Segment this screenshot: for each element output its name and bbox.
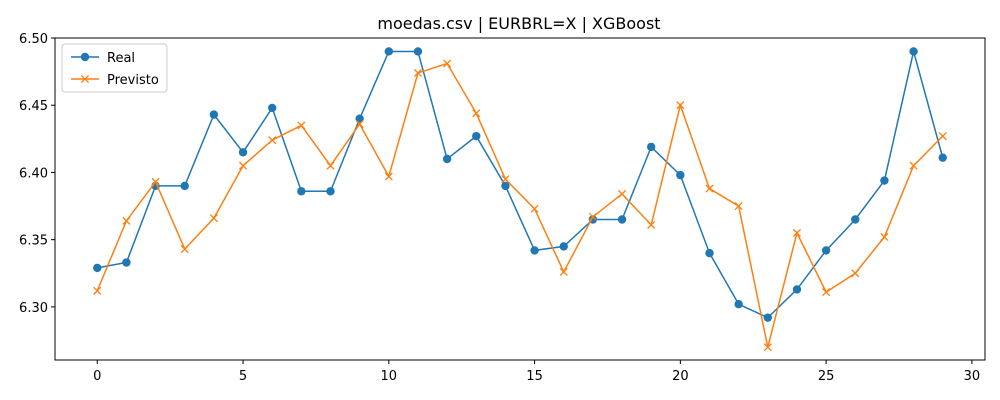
y-tick-label: 6.45 — [19, 99, 48, 114]
legend-marker-previsto — [80, 74, 90, 84]
data-point-real — [705, 248, 714, 258]
data-point-previsto — [647, 220, 656, 229]
data-point-real — [355, 114, 364, 123]
data-point-previsto — [297, 121, 306, 130]
data-point-real — [559, 242, 568, 251]
data-point-previsto — [180, 245, 189, 254]
data-point-real — [384, 47, 394, 56]
data-point-real — [909, 47, 918, 56]
data-point-previsto — [588, 212, 597, 221]
data-point-previsto — [209, 214, 218, 223]
data-point-previsto — [530, 204, 539, 213]
y-tick-label: 6.40 — [19, 166, 48, 181]
data-point-real — [442, 154, 452, 164]
data-point-previsto — [559, 267, 568, 276]
data-point-real — [93, 263, 102, 273]
y-tick-label: 6.30 — [19, 301, 48, 316]
series-layer — [93, 47, 947, 352]
data-point-previsto — [326, 161, 335, 170]
x-tick-label: 15 — [526, 369, 543, 384]
series-line-previsto — [96, 62, 944, 348]
data-point-previsto — [443, 59, 452, 68]
data-point-previsto — [705, 184, 714, 193]
legend: Real Previsto — [61, 43, 168, 93]
data-point-previsto — [763, 343, 772, 352]
chart-title: moedas.csv | EURBRL=X | XGBoost — [377, 14, 660, 33]
data-point-real — [821, 246, 831, 255]
axes: 0 5 10 15 20 25 30 6.30 6.35 6.40 6.45 6.50 — [19, 32, 980, 384]
data-point-previsto — [268, 136, 277, 145]
data-point-previsto — [734, 201, 743, 211]
data-point-previsto — [384, 172, 393, 181]
data-point-real — [472, 131, 481, 141]
data-point-real — [209, 110, 219, 119]
data-point-real — [734, 300, 743, 309]
x-tick-label: 30 — [964, 369, 981, 384]
data-point-previsto — [792, 228, 802, 238]
data-point-real — [617, 215, 627, 224]
data-point-real — [238, 148, 248, 157]
legend-label-previsto: Previsto — [107, 73, 159, 88]
data-point-previsto — [909, 161, 918, 170]
data-point-previsto — [501, 175, 510, 184]
data-point-real — [763, 313, 773, 322]
data-point-real — [122, 258, 131, 267]
x-tick-label: 0 — [93, 369, 101, 384]
x-tick-label: 10 — [381, 369, 398, 384]
data-point-previsto — [822, 288, 831, 297]
data-point-previsto — [880, 232, 889, 242]
data-point-real — [792, 285, 802, 294]
data-point-real — [267, 103, 277, 113]
y-tick-label: 6.35 — [19, 234, 48, 249]
series-line-real — [97, 50, 944, 319]
data-point-real — [646, 142, 656, 152]
x-tick-label: 5 — [239, 369, 247, 384]
data-point-real — [676, 170, 685, 180]
x-tick-label: 20 — [672, 369, 689, 384]
data-point-real — [938, 153, 947, 162]
data-point-previsto — [238, 161, 248, 170]
data-point-real — [297, 187, 306, 196]
data-point-previsto — [676, 101, 685, 110]
data-point-real — [851, 215, 860, 224]
legend-marker-real — [80, 52, 90, 62]
data-point-previsto — [122, 216, 131, 225]
data-point-real — [326, 187, 335, 196]
data-point-previsto — [617, 189, 627, 199]
data-point-previsto — [851, 269, 860, 278]
data-point-previsto — [151, 177, 160, 186]
data-point-previsto — [413, 68, 423, 78]
x-tick-label: 25 — [818, 369, 835, 384]
data-point-previsto — [472, 109, 481, 118]
data-point-real — [501, 181, 510, 191]
legend-label-real: Real — [107, 51, 135, 66]
data-point-previsto — [93, 286, 102, 295]
data-point-real — [530, 246, 539, 255]
data-point-previsto — [355, 119, 364, 129]
data-point-real — [880, 176, 889, 185]
data-point-real — [180, 181, 189, 191]
data-point-previsto — [938, 132, 947, 141]
data-point-real — [413, 47, 423, 56]
plot-area — [54, 37, 986, 361]
y-tick-label: 6.50 — [19, 32, 48, 47]
